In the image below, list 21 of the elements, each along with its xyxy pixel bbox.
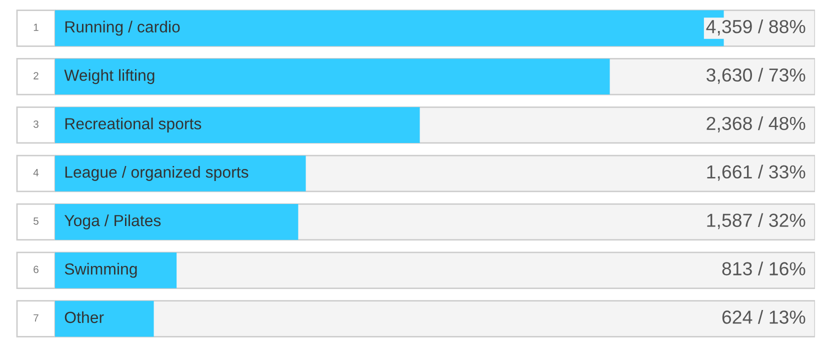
y-tick-label: Recreational sports <box>65 118 202 133</box>
data-label: 813 / 16% <box>722 262 806 276</box>
text: 2 <box>34 72 38 80</box>
y-tick-label: Other <box>64 311 104 324</box>
y-tick-label: Weight lifting <box>64 69 154 84</box>
y-tick-label: Yoga / Pilates <box>64 214 161 230</box>
data-label: 4,359 / 88% <box>706 19 806 36</box>
y-tick-label: Running / cardio <box>65 20 180 36</box>
data-label: 3,630 / 73% <box>706 68 806 84</box>
text: 3 <box>34 120 38 128</box>
data-label: 1,587 / 32% <box>707 213 806 230</box>
text: 7 <box>34 314 38 322</box>
data-label: 2,368 / 48% <box>706 116 806 132</box>
y-tick-label: Swimming <box>64 262 137 278</box>
text: 5 <box>34 217 38 225</box>
data-label: 1,661 / 33% <box>707 164 806 181</box>
text: 4 <box>33 169 39 176</box>
text: 6 <box>34 266 38 274</box>
text: 1 <box>34 24 38 31</box>
data-label: 624 / 13% <box>722 310 806 324</box>
y-tick-label: League / organized sports <box>65 166 248 181</box>
